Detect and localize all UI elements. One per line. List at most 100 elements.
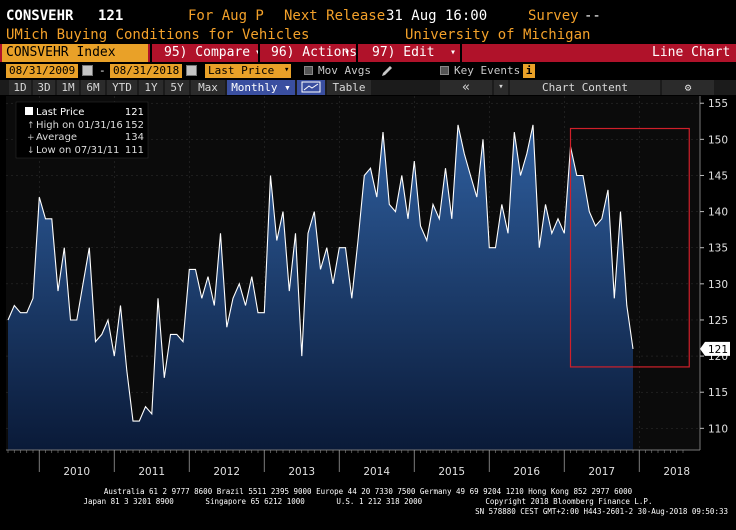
data-point[interactable]	[150, 412, 153, 415]
data-point[interactable]	[244, 304, 247, 307]
data-point[interactable]	[632, 347, 635, 350]
data-point[interactable]	[144, 405, 147, 408]
data-point[interactable]	[582, 174, 585, 177]
data-point[interactable]	[250, 275, 253, 278]
table-button[interactable]: Table	[327, 80, 371, 95]
data-point[interactable]	[557, 217, 560, 220]
data-point[interactable]	[513, 131, 516, 134]
frequency-select[interactable]: Monthly ▾	[227, 80, 295, 95]
data-point[interactable]	[69, 319, 72, 322]
data-point[interactable]	[38, 196, 41, 199]
security-field[interactable]: CONSVEHR Index	[2, 44, 148, 62]
data-point[interactable]	[444, 167, 447, 170]
data-point[interactable]	[507, 232, 510, 235]
data-point[interactable]	[275, 239, 278, 242]
data-point[interactable]	[569, 145, 572, 148]
data-point[interactable]	[613, 297, 616, 300]
data-point[interactable]	[407, 217, 410, 220]
chart-content-button[interactable]: Chart Content	[510, 80, 660, 95]
data-point[interactable]	[344, 246, 347, 249]
data-point[interactable]	[382, 131, 385, 134]
data-point[interactable]	[288, 290, 291, 293]
data-point[interactable]	[469, 174, 472, 177]
data-point[interactable]	[457, 123, 460, 126]
data-point[interactable]	[375, 196, 378, 199]
data-point[interactable]	[307, 232, 310, 235]
info-icon[interactable]: i	[523, 64, 535, 78]
data-point[interactable]	[332, 282, 335, 285]
actions-dropdown-icon[interactable]: ▾	[344, 47, 351, 58]
price-field-select[interactable]: Last Price	[205, 64, 291, 78]
data-point[interactable]	[7, 319, 10, 322]
key-events-checkbox[interactable]	[440, 66, 449, 75]
data-point[interactable]	[50, 217, 53, 220]
range-5y-button[interactable]: 5Y	[165, 80, 189, 95]
data-point[interactable]	[500, 203, 503, 206]
data-point[interactable]	[400, 174, 403, 177]
data-point[interactable]	[319, 268, 322, 271]
data-point[interactable]	[482, 138, 485, 141]
data-point[interactable]	[494, 246, 497, 249]
range-1d-button[interactable]: 1D	[9, 80, 31, 95]
data-point[interactable]	[625, 304, 628, 307]
chart-content-dropdown-icon[interactable]: ▾	[494, 80, 508, 95]
data-point[interactable]	[263, 311, 266, 314]
data-point[interactable]	[113, 355, 116, 358]
data-point[interactable]	[300, 355, 303, 358]
compare-button[interactable]: 95) Compare	[164, 45, 251, 60]
data-point[interactable]	[619, 210, 622, 213]
data-point[interactable]	[544, 203, 547, 206]
data-point[interactable]	[213, 304, 216, 307]
data-point[interactable]	[188, 268, 191, 271]
data-point[interactable]	[388, 203, 391, 206]
data-point[interactable]	[107, 319, 110, 322]
data-point[interactable]	[219, 232, 222, 235]
data-point[interactable]	[257, 311, 260, 314]
data-point[interactable]	[425, 239, 428, 242]
edit-dropdown-icon[interactable]: ▾	[450, 47, 457, 58]
data-point[interactable]	[194, 268, 197, 271]
range-6m-button[interactable]: 6M	[81, 80, 105, 95]
data-point[interactable]	[475, 196, 478, 199]
data-point[interactable]	[44, 217, 47, 220]
data-point[interactable]	[82, 282, 85, 285]
data-point[interactable]	[200, 297, 203, 300]
end-date-field[interactable]: 08/31/2018	[110, 64, 182, 78]
data-point[interactable]	[575, 174, 578, 177]
data-point[interactable]	[369, 167, 372, 170]
data-point[interactable]	[607, 189, 610, 192]
edit-button[interactable]: 97) Edit	[372, 45, 435, 60]
data-point[interactable]	[338, 246, 341, 249]
data-point[interactable]	[419, 225, 422, 228]
data-point[interactable]	[25, 311, 28, 314]
data-point[interactable]	[325, 246, 328, 249]
data-point[interactable]	[350, 297, 353, 300]
actions-button[interactable]: 96) Actions	[271, 45, 358, 60]
data-point[interactable]	[594, 225, 597, 228]
pencil-icon[interactable]	[380, 64, 394, 78]
range-3d-button[interactable]: 3D	[33, 80, 55, 95]
data-point[interactable]	[532, 123, 535, 126]
chart-style-icon[interactable]	[297, 80, 325, 95]
data-point[interactable]	[182, 340, 185, 343]
data-point[interactable]	[88, 246, 91, 249]
data-point[interactable]	[550, 232, 553, 235]
data-point[interactable]	[157, 297, 160, 300]
settings-gear-icon[interactable]: ⚙	[662, 80, 714, 95]
data-point[interactable]	[538, 246, 541, 249]
data-point[interactable]	[132, 420, 135, 423]
data-point[interactable]	[32, 297, 35, 300]
data-point[interactable]	[363, 174, 366, 177]
data-point[interactable]	[600, 217, 603, 220]
data-point[interactable]	[119, 304, 122, 307]
data-point[interactable]	[394, 210, 397, 213]
data-point[interactable]	[13, 304, 16, 307]
data-point[interactable]	[588, 210, 591, 213]
data-point[interactable]	[163, 376, 166, 379]
data-point[interactable]	[175, 333, 178, 336]
data-point[interactable]	[225, 326, 228, 329]
calendar-icon[interactable]	[186, 65, 197, 76]
data-point[interactable]	[357, 239, 360, 242]
data-point[interactable]	[125, 369, 128, 372]
start-date-field[interactable]: 08/31/2009	[6, 64, 78, 78]
